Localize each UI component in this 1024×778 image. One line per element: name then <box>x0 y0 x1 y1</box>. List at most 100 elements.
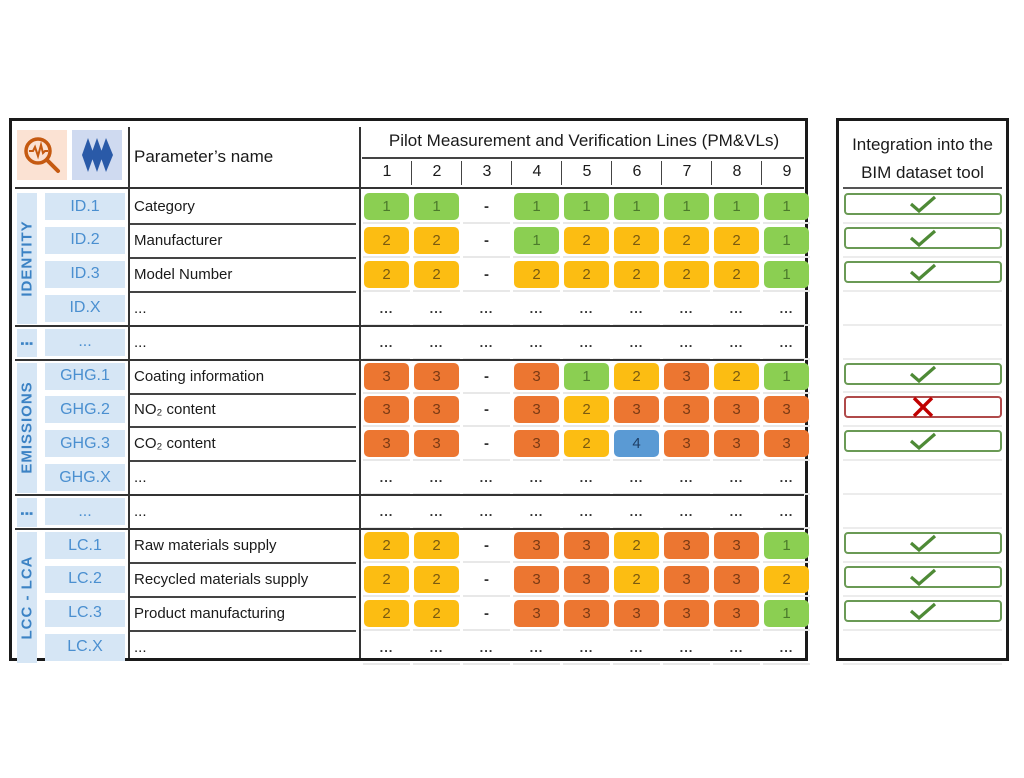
group-divider <box>15 494 804 497</box>
pm-level-cell: 3 <box>614 396 659 424</box>
pm-column-separator <box>561 161 562 185</box>
pm-level-cell: 2 <box>414 599 459 627</box>
cell-divider <box>713 662 760 665</box>
cell-divider <box>763 289 810 292</box>
pm-level-cell: 2 <box>614 226 659 254</box>
cell-divider <box>613 222 660 224</box>
pm-column-header-8: 8 <box>732 163 742 180</box>
cell-divider <box>713 222 760 224</box>
cell-divider <box>513 391 560 394</box>
cell-divider <box>763 561 810 563</box>
pm-level-cell: 3 <box>364 396 409 424</box>
integration-status-check <box>844 599 1002 622</box>
integration-row-divider <box>843 255 1002 258</box>
cell-divider <box>663 459 710 462</box>
name-column-divider <box>128 127 130 658</box>
cell-divider <box>563 425 610 428</box>
pm-level-cell: - <box>484 265 489 283</box>
table-row: GHG.1 Coating information 3 3-3 1 2 3 2 1 <box>12 360 810 395</box>
cell-divider <box>713 289 760 292</box>
pm-level-cell: 3 <box>714 599 759 627</box>
pm-level-cell: 3 <box>514 565 559 593</box>
table-row: ................................. <box>12 495 810 530</box>
cell-divider <box>513 594 560 597</box>
pm-level-cell: ... <box>479 334 494 350</box>
check-icon <box>909 433 937 451</box>
cell-divider <box>363 425 410 428</box>
pm-level-cell: ... <box>729 470 744 486</box>
group-divider <box>15 324 804 327</box>
pm-level-cell: ... <box>429 334 444 350</box>
pm-level-cell: 2 <box>414 260 459 288</box>
pm-level-cell: ... <box>579 639 594 655</box>
pm-level-cell: ... <box>379 470 394 486</box>
pm-level-cell: 1 <box>764 260 809 288</box>
pm-level-cell: ... <box>479 639 494 655</box>
cell-divider <box>763 628 810 631</box>
parameter-code: ID.X <box>45 294 125 322</box>
pm-level-cell: 3 <box>714 396 759 424</box>
parameter-code: GHG.1 <box>45 362 125 390</box>
pm-level-cell: 2 <box>364 260 409 288</box>
cell-divider <box>413 628 460 631</box>
pm-level-cell: 4 <box>614 430 659 458</box>
pm-column-separator <box>611 161 612 185</box>
parameter-name: Model Number <box>134 265 233 283</box>
cell-divider <box>613 662 660 665</box>
table-row: LC.3 Product manufacturing 2 2-3 3 3 3 3 1 <box>12 597 810 632</box>
parameter-code: GHG.2 <box>45 396 125 424</box>
cell-divider <box>763 662 810 665</box>
cell-divider <box>413 459 460 462</box>
cell-divider <box>363 594 410 597</box>
pm-level-cell: ... <box>529 334 544 350</box>
pm-level-cell: 2 <box>564 396 609 424</box>
category-band: LCC - LCA <box>17 532 37 663</box>
pm-level-cell: 2 <box>564 260 609 288</box>
group-divider <box>15 358 804 361</box>
cell-divider <box>463 594 510 597</box>
pm-level-cell: 1 <box>514 226 559 254</box>
pm-level-cell: ... <box>529 504 544 520</box>
pm-level-cell: ... <box>679 334 694 350</box>
cell-divider <box>513 662 560 665</box>
parameter-name: NO₂ content <box>134 401 216 419</box>
category-band: ⋮ <box>17 498 37 527</box>
cell-divider <box>513 425 560 428</box>
check-icon <box>909 229 937 248</box>
integration-row-divider <box>843 357 1002 360</box>
cell-divider <box>663 289 710 292</box>
cell-divider <box>413 662 460 665</box>
pm-level-cell: ... <box>479 504 494 520</box>
pm-level-cell: ... <box>529 470 544 486</box>
cell-divider <box>713 425 760 428</box>
parameter-name: Product manufacturing <box>134 604 285 622</box>
parameter-name: ... <box>134 503 147 521</box>
integration-status-check <box>844 532 1002 554</box>
pm-level-cell: 3 <box>514 532 559 559</box>
cell-divider <box>513 255 560 258</box>
pm-level-cell: 2 <box>564 430 609 458</box>
pm-level-cell: 1 <box>364 193 409 220</box>
pm-column-separator <box>711 161 712 185</box>
pm-level-cell: 1 <box>614 193 659 220</box>
integration-row-divider <box>843 459 1002 462</box>
cell-divider <box>663 425 710 428</box>
pm-level-cell: 2 <box>564 226 609 254</box>
pm-level-cell: ... <box>579 504 594 520</box>
cell-divider <box>513 561 560 563</box>
cell-divider <box>463 391 510 394</box>
integration-row-divider <box>843 527 1002 529</box>
magnifier-pulse-icon <box>24 137 60 173</box>
cross-icon <box>912 397 934 418</box>
pm-level-cell: 3 <box>714 532 759 559</box>
pm-level-cell: 3 <box>664 396 709 424</box>
cell-divider <box>563 459 610 462</box>
integration-row-divider <box>843 594 1002 597</box>
parameter-code: LC.X <box>45 633 125 661</box>
pm-level-cell: - <box>484 537 489 554</box>
parameter-matrix-table: Parameter’s name Pilot Measurement and V… <box>9 118 810 665</box>
category-band: ⋮ <box>17 328 37 358</box>
pm-level-cell: 2 <box>714 362 759 390</box>
table-row: GHG.X.............................. <box>12 461 810 496</box>
pm-level-cell: 3 <box>564 565 609 593</box>
